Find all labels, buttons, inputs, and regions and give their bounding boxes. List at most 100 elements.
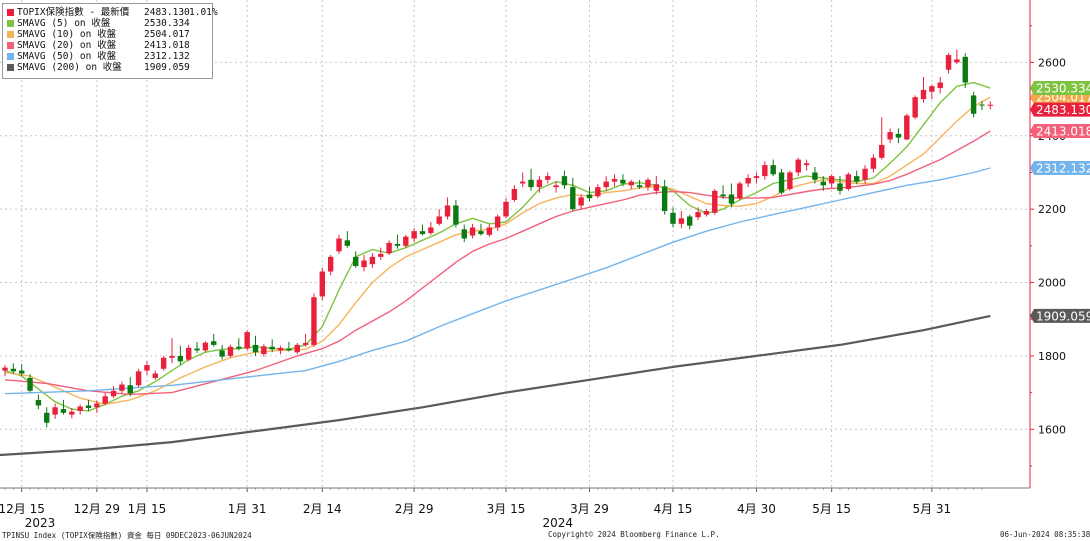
value-label-text: 2483.130 (1036, 103, 1090, 117)
candle-body (478, 231, 484, 235)
x-tick-label: 2月 14 (303, 502, 342, 516)
x-tick-label: 2月 29 (395, 502, 434, 516)
candle-body (979, 104, 985, 106)
candle-body (378, 253, 384, 257)
footer-copyright: Copyright© 2024 Bloomberg Finance L.P. (548, 530, 720, 539)
candle-body (69, 411, 75, 415)
candle-body (854, 176, 860, 182)
candle-body (837, 183, 843, 191)
candle-body (336, 238, 342, 252)
candle-body (494, 216, 501, 228)
legend-series-value: 2312.132 (144, 51, 190, 62)
candle-body (762, 165, 768, 177)
legend-swatch (7, 53, 14, 60)
candle-body (653, 184, 659, 191)
candle-body (227, 346, 234, 356)
candle-body (202, 342, 209, 351)
candle-body (945, 55, 952, 70)
ma-line-5 (0, 314, 991, 457)
candle-body (436, 216, 442, 224)
candle-body (920, 89, 927, 100)
legend-series-change: 1.01% (189, 7, 218, 18)
y-tick-label: 2000 (1038, 277, 1066, 290)
candle-body (879, 144, 885, 158)
candle-body (661, 186, 668, 211)
candle-body (803, 163, 810, 166)
candle-body (954, 59, 960, 63)
candle-body (745, 177, 751, 184)
candle-body (19, 370, 25, 374)
ma-line-1 (4, 81, 991, 412)
candle-body (177, 355, 184, 362)
candle-body (110, 390, 117, 397)
candle-body (52, 407, 58, 415)
last-value-labels: 1909.0592312.1322413.0182504.0172530.334… (1030, 80, 1090, 323)
candle-body (703, 210, 710, 215)
candle-body (85, 405, 92, 409)
x-axis: 12月 15 12月 29 1月 15 1月 31 2月 14 2月 29 3月 15 3月 … (0, 487, 1030, 530)
x-tick-label: 1月 15 (128, 502, 167, 516)
candle-body (545, 176, 551, 180)
candle-body (211, 341, 217, 345)
candle-body (720, 194, 726, 197)
candle-body (962, 56, 968, 83)
y-tick-label: 1800 (1038, 350, 1066, 363)
candle-body (27, 377, 33, 391)
candle-body (595, 187, 601, 197)
candle-body (327, 256, 334, 272)
candle-body (119, 384, 125, 391)
legend-series-name: SMAVG (5) on 收盤 (17, 18, 111, 29)
footer-timestamp: 06-Jun-2024 08:35:38 (1000, 530, 1090, 539)
candle-body (394, 244, 401, 246)
candle-body (870, 157, 877, 169)
candle-body (236, 346, 242, 349)
candle-body (929, 86, 935, 92)
candles (2, 49, 994, 428)
candle-body (503, 201, 509, 217)
x-tick-label: 4月 15 (654, 502, 693, 516)
candle-body (553, 185, 559, 188)
candle-body (294, 344, 300, 353)
candle-body (469, 227, 476, 236)
moving-average-lines (0, 81, 991, 457)
candle-body (386, 242, 392, 254)
candle-body (403, 236, 409, 246)
candle-body (812, 172, 818, 180)
candle-body (895, 133, 902, 138)
ma-line-3 (4, 130, 991, 396)
candle-body (144, 365, 150, 371)
candle-body (862, 168, 868, 180)
candle-body (277, 347, 284, 351)
value-label: 2413.018 (1030, 123, 1090, 138)
candle-body (528, 179, 534, 188)
candle-body (611, 179, 618, 182)
x-year-label: 2024 (542, 516, 573, 530)
candle-body (795, 159, 801, 173)
candle-body (219, 350, 225, 357)
legend: TOPIX保険指數 - 最新價 2483.130 1.01% SMAVG (5)… (2, 3, 218, 79)
candle-body (770, 165, 776, 175)
value-label-box (1030, 123, 1090, 138)
value-label-text: 2312.132 (1036, 161, 1090, 175)
y-tick-label: 2200 (1038, 203, 1066, 216)
candle-body (160, 357, 167, 369)
candle-body (261, 346, 267, 355)
x-tick-label: 3月 29 (570, 502, 609, 516)
candle-body (194, 348, 200, 351)
x-tick-label: 4月 30 (737, 502, 776, 516)
legend-series-value: 1909.059 (144, 62, 190, 73)
candle-body (728, 194, 735, 204)
value-label-box (1030, 308, 1090, 323)
candle-body (486, 227, 492, 235)
candle-body (578, 197, 584, 206)
legend-series-name: SMAVG (20) on 收盤 (17, 40, 117, 51)
candle-body (319, 271, 325, 297)
candle-body (186, 347, 192, 360)
candle-body (411, 231, 417, 239)
footer-ticker-info: TPINSU Index (TOPIX保険指數) 資金 每日 09DEC2023… (2, 531, 252, 540)
x-tick-label: 5月 31 (912, 502, 951, 516)
candle-body (77, 406, 83, 411)
legend-series-value: 2413.018 (144, 40, 190, 51)
value-label: 2530.334 (1030, 80, 1090, 95)
candle-body (44, 412, 50, 423)
